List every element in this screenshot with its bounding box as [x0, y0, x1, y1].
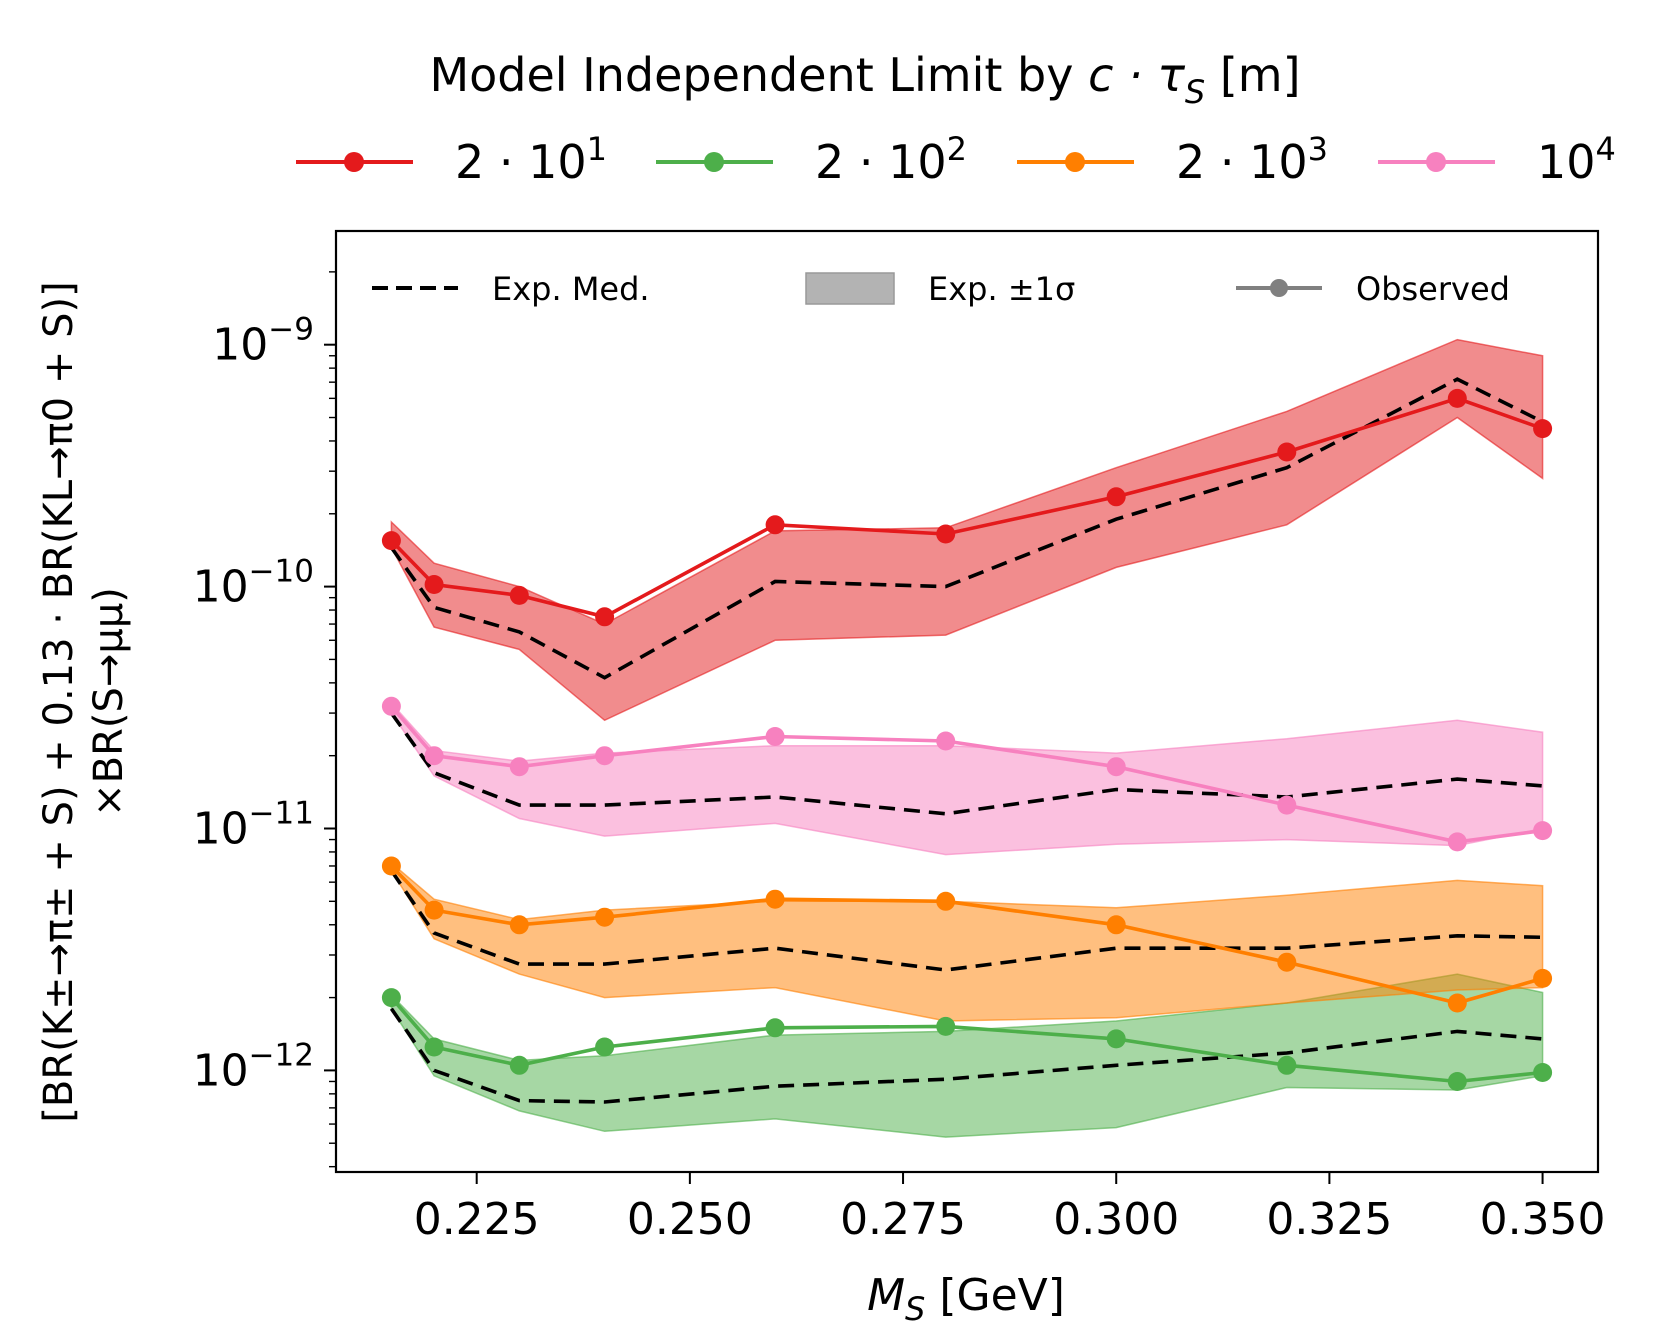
x-tick-label: 0.350	[1480, 1194, 1606, 1245]
expected-median-line-2	[389, 869, 1543, 972]
observed-point	[595, 607, 615, 627]
series-legend: 2 · 101 2 · 102 2 · 103 104	[296, 130, 1616, 189]
observed-point	[936, 891, 956, 911]
observed-line-1	[390, 996, 1543, 1084]
observed-point	[595, 1037, 615, 1057]
observed-point	[424, 746, 444, 766]
legend-marker-3	[1426, 152, 1446, 172]
legend-expected-median-label: Exp. Med.	[492, 270, 650, 308]
observed-point	[1277, 442, 1297, 462]
chart-title: Model Independent Limit by c · τS [m]	[429, 48, 1300, 111]
x-tick-label: 0.325	[1266, 1194, 1392, 1245]
legend-label-3: 104	[1537, 130, 1616, 189]
observed-line-0	[390, 396, 1544, 619]
observed-point	[509, 585, 529, 605]
legend-expected-band-label: Exp. ±1σ	[928, 270, 1075, 308]
y-axis: 10−12 10−11 10−10 10−9	[193, 271, 336, 1168]
observed-point	[1106, 915, 1126, 935]
observed-point	[381, 531, 401, 551]
legend-expected-band-swatch	[805, 272, 895, 305]
observed-line-2	[390, 864, 1544, 1005]
observed-point	[381, 988, 401, 1008]
observed-point	[1106, 487, 1126, 507]
observed-point	[936, 731, 956, 751]
observed-point	[765, 515, 785, 535]
observed-point	[1533, 1063, 1553, 1082]
x-tick-label: 0.300	[1053, 1194, 1179, 1245]
observed-point	[1447, 993, 1467, 1013]
observed-point	[1277, 952, 1297, 972]
observed-point	[509, 1055, 529, 1075]
x-axis-label: MS [GeV]	[867, 1270, 1065, 1328]
y-axis-label-line2: ×BR(S→μμ)	[86, 587, 132, 817]
legend-label-1: 2 · 102	[815, 130, 967, 189]
observed-point	[424, 1037, 444, 1057]
x-axis: 0.225 0.250 0.275 0.300 0.325 0.350	[414, 1172, 1606, 1245]
x-tick-label: 0.250	[627, 1194, 753, 1245]
observed-point	[936, 524, 956, 544]
observed-point	[1106, 757, 1126, 777]
observed-point	[509, 757, 529, 777]
observed-point	[1533, 968, 1553, 988]
legend-label-2: 2 · 103	[1176, 130, 1328, 189]
plot-area	[334, 229, 1600, 1174]
observed-point	[595, 907, 615, 927]
y-tick-label: 10−9	[212, 312, 314, 371]
observed-point	[381, 696, 401, 716]
observed-point	[1447, 388, 1467, 408]
observed-point	[765, 889, 785, 909]
observed-point	[595, 746, 615, 766]
marker-layer	[381, 388, 1553, 1091]
y-tick-label: 10−12	[193, 1037, 314, 1096]
y-axis-label: [BR(K±→π± + S) + 0.13 · BR(KL→π0 + S)] ×…	[36, 281, 132, 1122]
legend-label-0: 2 · 101	[455, 130, 607, 189]
plot-frame	[334, 229, 1600, 1174]
observed-point	[424, 900, 444, 920]
x-tick-label: 0.275	[840, 1194, 966, 1245]
observed-point	[936, 1016, 956, 1036]
observed-point	[509, 915, 529, 935]
expected-median-line-3	[389, 712, 1543, 816]
observed-point	[1277, 1055, 1297, 1075]
legend-marker-1	[704, 152, 724, 172]
expected-median-line-1	[389, 1007, 1543, 1104]
legend-marker-0	[344, 152, 364, 172]
observed-line-3	[390, 705, 1543, 844]
observed-point	[424, 575, 444, 594]
x-tick-label: 0.225	[414, 1194, 540, 1245]
observed-point	[381, 856, 401, 876]
observed-point	[1277, 795, 1297, 815]
y-axis-label-line1: [BR(K±→π± + S) + 0.13 · BR(KL→π0 + S)]	[36, 281, 82, 1122]
observed-point	[1533, 419, 1553, 439]
observed-point	[765, 1018, 785, 1038]
y-tick-label: 10−10	[193, 554, 314, 613]
line-layer	[389, 377, 1544, 1104]
observed-point	[1447, 1072, 1467, 1091]
observed-point	[1533, 821, 1553, 841]
y-tick-label: 10−11	[193, 795, 314, 854]
legend-observed-label: Observed	[1356, 270, 1510, 308]
inner-legend: Exp. Med. Exp. ±1σ Observed	[372, 270, 1510, 308]
observed-point	[1106, 1029, 1126, 1049]
legend-marker-2	[1065, 152, 1085, 172]
observed-point	[765, 727, 785, 746]
legend-observed-marker	[1270, 279, 1288, 297]
observed-point	[1447, 832, 1467, 852]
